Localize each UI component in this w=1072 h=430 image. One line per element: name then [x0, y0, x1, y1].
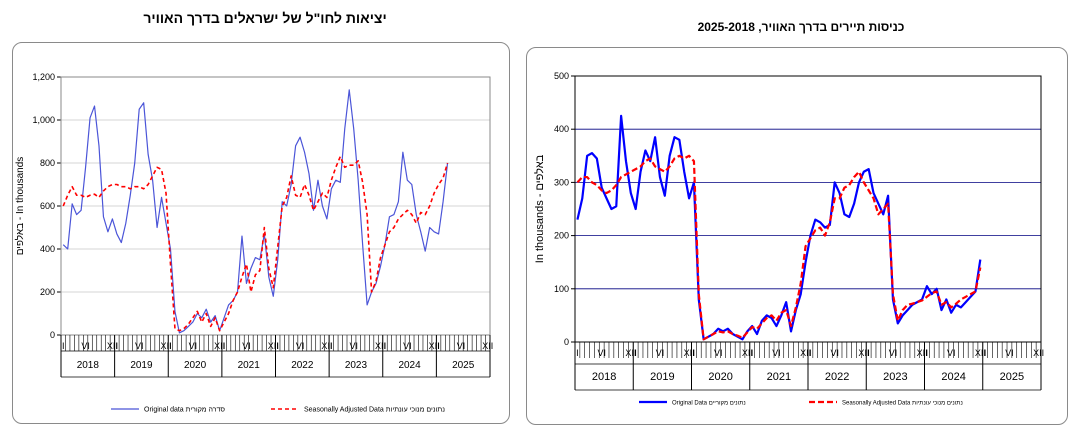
- left-month-label: VI: [403, 341, 412, 351]
- right-month-label: VI: [830, 348, 839, 358]
- right-month-label: XII: [858, 348, 869, 358]
- right-month-label: VI: [597, 348, 606, 358]
- left-original-series-line: [62, 89, 449, 334]
- left-month-label: I: [437, 341, 440, 351]
- left-month-label: I: [62, 341, 65, 351]
- left-year-label: 2022: [291, 360, 314, 371]
- left-month-label: XII: [375, 341, 386, 351]
- right-chart-panel: 0 100 200 300 400 500 In thousands - באלפים I VI…: [526, 47, 1068, 425]
- left-y-tick-label: 200: [40, 287, 55, 297]
- right-month-label: VI: [1005, 348, 1014, 358]
- right-month-label: XII: [625, 348, 636, 358]
- right-month-label: XII: [742, 348, 753, 358]
- right-month-label: I: [576, 348, 579, 358]
- right-legend-original-label: Original Data נתונים מקוריים: [672, 401, 746, 407]
- left-month-label: I: [384, 341, 387, 351]
- right-month-label: VI: [656, 348, 665, 358]
- right-month-label: XII: [917, 348, 928, 358]
- right-y-tick-label: 200: [554, 231, 569, 241]
- right-month-label: XII: [800, 348, 811, 358]
- left-year-label: 2020: [184, 360, 207, 371]
- left-chart-panel: 0 200 400 600 800 1,000 1,200 באלפים - In thous…: [12, 42, 510, 424]
- right-month-label: XII: [1033, 348, 1044, 358]
- right-chart: 0 100 200 300 400 500 In thousands - באלפים I VI…: [533, 71, 1044, 407]
- left-month-label: VI: [242, 341, 251, 351]
- left-month-label: XII: [107, 341, 118, 351]
- left-year-label: 2025: [452, 360, 475, 371]
- left-year-label: 2018: [77, 360, 100, 371]
- left-month-label: XII: [214, 341, 225, 351]
- left-y-tick-label: 0: [50, 330, 55, 340]
- right-y-tick-label: 500: [554, 71, 569, 81]
- right-y-tick-label: 300: [554, 177, 569, 187]
- left-month-label: VI: [81, 341, 90, 351]
- right-year-label: 2023: [883, 371, 907, 383]
- left-y-tick-label: 1,000: [32, 115, 55, 125]
- left-month-label: XII: [268, 341, 279, 351]
- right-month-label: I: [809, 348, 812, 358]
- right-month-label: I: [693, 348, 696, 358]
- left-y-tick-label: 800: [40, 158, 55, 168]
- right-month-label: XII: [975, 348, 986, 358]
- left-adjusted-series-line: [62, 155, 449, 332]
- right-year-label: 2020: [708, 371, 732, 383]
- left-y-axis-label: באלפים - In thousands: [14, 157, 26, 256]
- left-year-label: 2021: [238, 360, 261, 371]
- left-month-label: VI: [135, 341, 144, 351]
- right-year-label: 2025: [1000, 371, 1024, 383]
- left-month-label: I: [116, 341, 119, 351]
- left-month-label: I: [330, 341, 333, 351]
- right-year-label: 2021: [767, 371, 791, 383]
- right-year-label: 2018: [592, 371, 616, 383]
- left-month-label: VI: [189, 341, 198, 351]
- right-month-label: VI: [714, 348, 723, 358]
- right-y-tick-label: 0: [564, 337, 569, 347]
- right-chart-title: כניסות תיירים בדרך האוויר, 2025-2018: [697, 20, 905, 34]
- left-month-label: XII: [161, 341, 172, 351]
- left-legend-adjusted-label: Seasonally Adjusted Data נתונים מנוכי עו…: [304, 407, 445, 414]
- left-year-label: 2024: [398, 360, 421, 371]
- left-month-label: XII: [321, 341, 332, 351]
- right-month-label: VI: [772, 348, 781, 358]
- right-month-label: I: [984, 348, 987, 358]
- right-year-label: 2024: [941, 371, 965, 383]
- left-month-label: XII: [429, 341, 440, 351]
- left-y-tick-label: 1,200: [32, 72, 55, 82]
- right-y-axis-label: In thousands - באלפים: [533, 154, 546, 263]
- left-year-label: 2019: [130, 360, 153, 371]
- left-chart: 0 200 400 600 800 1,000 1,200 באלפים - In thous…: [14, 72, 493, 414]
- left-month-label: I: [276, 341, 279, 351]
- right-year-label: 2019: [650, 371, 674, 383]
- right-legend-adjusted-label: Seasonally Adjusted Data נתונים מנוכי עו…: [842, 401, 963, 407]
- left-month-label: VI: [457, 341, 466, 351]
- right-month-label: I: [867, 348, 870, 358]
- left-month-label: VI: [349, 341, 358, 351]
- right-year-label: 2022: [825, 371, 849, 383]
- left-month-label: VI: [296, 341, 305, 351]
- right-month-label: I: [634, 348, 637, 358]
- left-month-label: I: [223, 341, 226, 351]
- left-y-tick-label: 600: [40, 201, 55, 211]
- left-y-tick-label: 400: [40, 244, 55, 254]
- left-month-label: I: [169, 341, 172, 351]
- right-y-tick-label: 100: [554, 284, 569, 294]
- right-original-series-line: [576, 114, 982, 341]
- right-adjusted-series-line: [576, 154, 982, 341]
- left-month-label: XII: [482, 341, 493, 351]
- left-legend-original-label: Original data סדרה מקורית: [144, 407, 225, 414]
- right-plot-frame: [574, 75, 1042, 343]
- right-month-label: VI: [947, 348, 956, 358]
- right-month-label: XII: [684, 348, 695, 358]
- left-chart-title: יציאות לחו"ל של ישראלים בדרך האוויר: [143, 10, 387, 26]
- right-y-tick-label: 400: [554, 124, 569, 134]
- left-year-label: 2023: [345, 360, 368, 371]
- right-month-label: I: [926, 348, 929, 358]
- right-month-label: I: [751, 348, 754, 358]
- right-month-label: VI: [889, 348, 898, 358]
